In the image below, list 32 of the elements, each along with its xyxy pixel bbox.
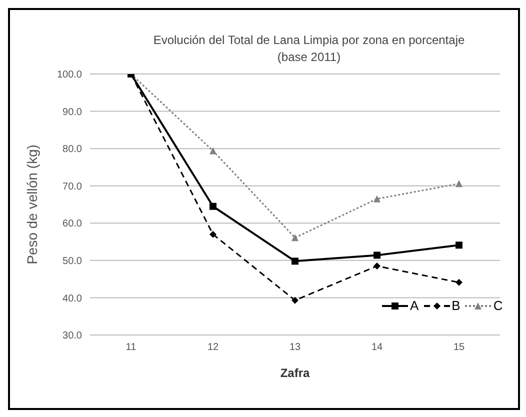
chart-subtitle: (base 2011) (276, 49, 342, 66)
legend-label: B (452, 298, 460, 313)
x-tick-label: 14 (371, 342, 383, 354)
y-tick-label: 50.0 (62, 256, 82, 267)
point (456, 242, 462, 249)
point (456, 278, 462, 286)
y-axis-title: Peso de vellón (kg) (24, 144, 40, 264)
chart-title: Evolución del Total de Lana Limpia por zona en porcentaje (152, 32, 466, 49)
x-tick-label: 15 (453, 342, 465, 354)
point (374, 195, 380, 202)
x-tick-label: 13 (289, 342, 301, 354)
point (210, 202, 216, 210)
point (292, 234, 298, 242)
point (374, 262, 380, 270)
point (374, 252, 380, 259)
y-tick-label: 90.0 (62, 106, 82, 118)
y-tick-label: 70.0 (62, 181, 82, 192)
y-tick-label: 60.0 (62, 218, 82, 230)
point (456, 180, 462, 188)
y-tick-label: 80.0 (62, 144, 82, 156)
point (292, 258, 298, 265)
legend-label: C (493, 298, 503, 313)
point (292, 296, 298, 304)
y-tick-label: 100.0 (56, 70, 82, 81)
point (210, 230, 216, 238)
y-tick-label: 30.0 (62, 330, 82, 342)
point (210, 147, 216, 154)
x-axis-title: Zafra (280, 366, 310, 380)
y-tick-label: 40.0 (62, 293, 82, 304)
legend-label: A (410, 298, 419, 313)
x-tick-label: 12 (207, 342, 219, 354)
x-tick-label: 11 (126, 342, 137, 354)
